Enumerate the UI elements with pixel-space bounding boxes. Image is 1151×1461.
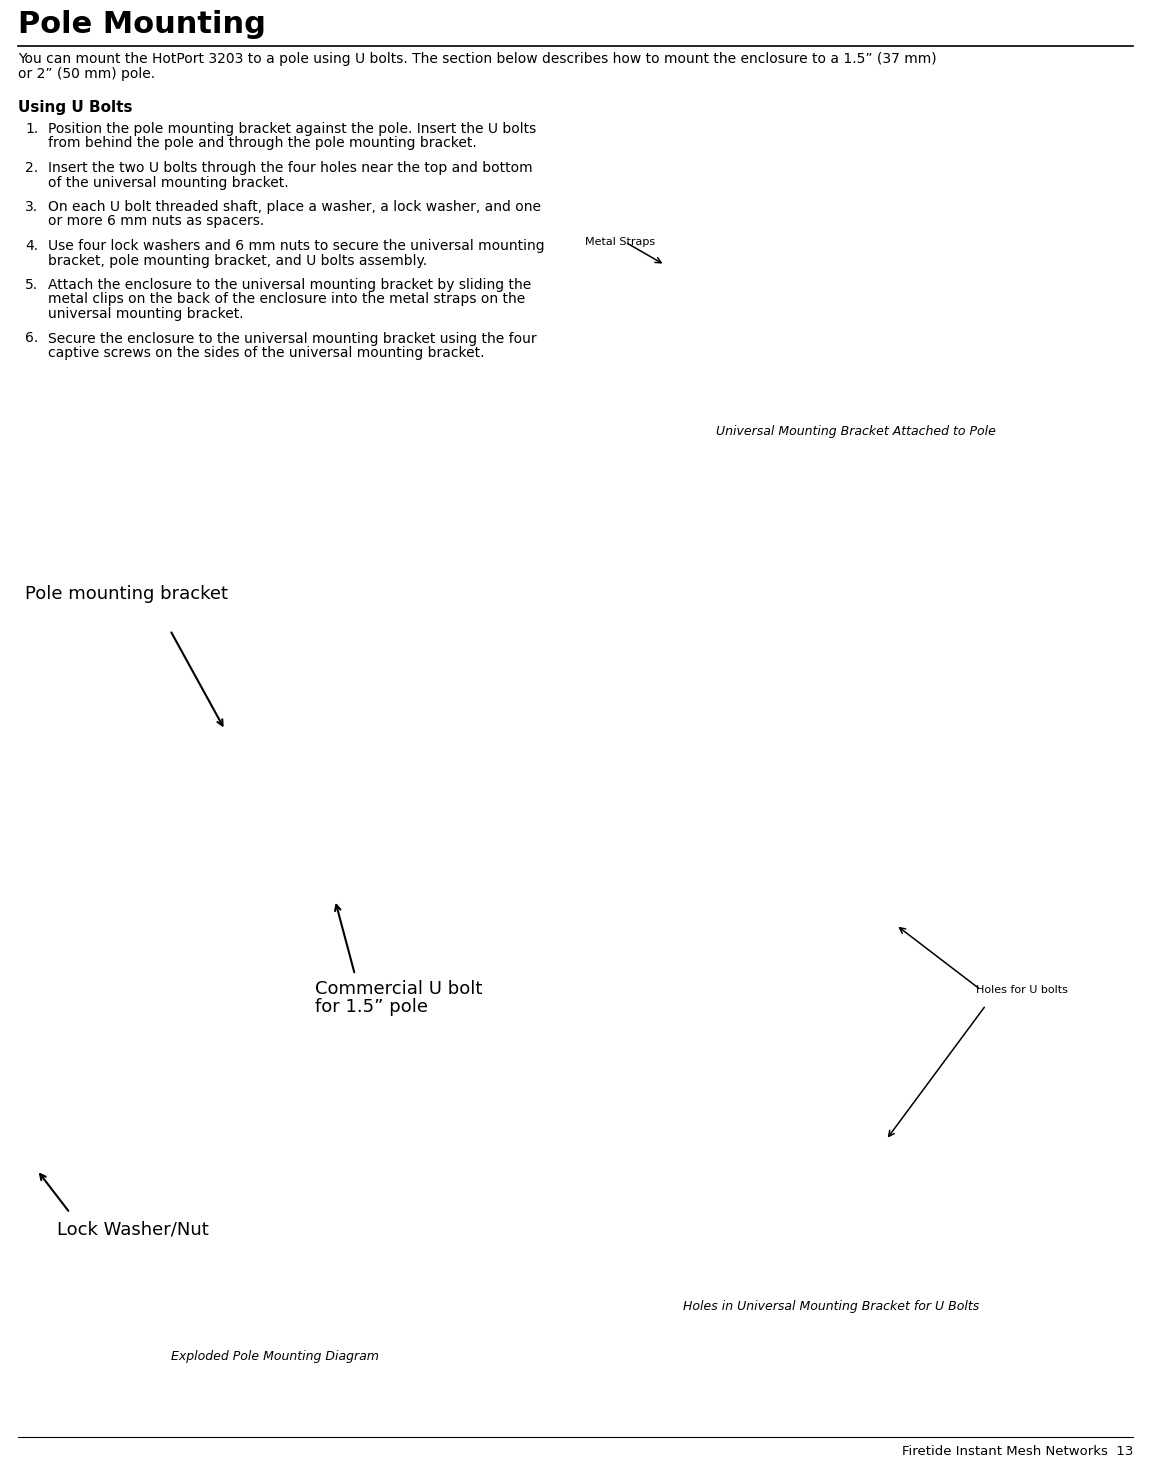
Text: Using U Bolts: Using U Bolts: [18, 99, 132, 115]
Text: Firetide Instant Mesh Networks  13: Firetide Instant Mesh Networks 13: [901, 1445, 1133, 1458]
Text: Insert the two U bolts through the four holes near the top and bottom: Insert the two U bolts through the four …: [48, 161, 533, 175]
Text: Attach the enclosure to the universal mounting bracket by sliding the: Attach the enclosure to the universal mo…: [48, 278, 532, 292]
Text: Exploded Pole Mounting Diagram: Exploded Pole Mounting Diagram: [171, 1350, 379, 1363]
Text: universal mounting bracket.: universal mounting bracket.: [48, 307, 244, 321]
Text: Secure the enclosure to the universal mounting bracket using the four: Secure the enclosure to the universal mo…: [48, 332, 536, 345]
Text: for 1.5” pole: for 1.5” pole: [315, 998, 428, 1015]
Text: captive screws on the sides of the universal mounting bracket.: captive screws on the sides of the unive…: [48, 346, 485, 359]
Text: Position the pole mounting bracket against the pole. Insert the U bolts: Position the pole mounting bracket again…: [48, 123, 536, 136]
Text: You can mount the HotPort 3203 to a pole using U bolts. The section below descri: You can mount the HotPort 3203 to a pole…: [18, 53, 937, 66]
Text: 4.: 4.: [25, 240, 38, 253]
Bar: [15, 489, 535, 1330]
Text: Pole mounting bracket: Pole mounting bracket: [25, 584, 228, 603]
Text: Commercial U bolt: Commercial U bolt: [315, 980, 482, 998]
Text: or 2” (50 mm) pole.: or 2” (50 mm) pole.: [18, 67, 155, 80]
Text: Pole Mounting: Pole Mounting: [18, 10, 266, 39]
Text: of the universal mounting bracket.: of the universal mounting bracket.: [48, 175, 289, 190]
Text: Use four lock washers and 6 mm nuts to secure the universal mounting: Use four lock washers and 6 mm nuts to s…: [48, 240, 544, 253]
Text: or more 6 mm nuts as spacers.: or more 6 mm nuts as spacers.: [48, 215, 265, 228]
Text: Universal Mounting Bracket Attached to Pole: Universal Mounting Bracket Attached to P…: [716, 425, 996, 438]
Text: from behind the pole and through the pole mounting bracket.: from behind the pole and through the pol…: [48, 136, 477, 150]
Text: On each U bolt threaded shaft, place a washer, a lock washer, and one: On each U bolt threaded shaft, place a w…: [48, 200, 541, 213]
Text: bracket, pole mounting bracket, and U bolts assembly.: bracket, pole mounting bracket, and U bo…: [48, 254, 427, 267]
Text: 5.: 5.: [25, 278, 38, 292]
Text: Holes for U bolts: Holes for U bolts: [976, 985, 1068, 995]
Text: metal clips on the back of the enclosure into the metal straps on the: metal clips on the back of the enclosure…: [48, 292, 525, 307]
Bar: [536, 809, 1126, 1280]
Text: Lock Washer/Nut: Lock Washer/Nut: [58, 1220, 208, 1237]
Text: 3.: 3.: [25, 200, 38, 213]
Text: Holes in Universal Mounting Bracket for U Bolts: Holes in Universal Mounting Bracket for …: [683, 1300, 980, 1313]
Bar: [576, 53, 1137, 408]
Text: 6.: 6.: [25, 332, 38, 345]
Text: Metal Straps: Metal Straps: [585, 237, 655, 247]
Text: 1.: 1.: [25, 123, 38, 136]
Text: 2.: 2.: [25, 161, 38, 175]
